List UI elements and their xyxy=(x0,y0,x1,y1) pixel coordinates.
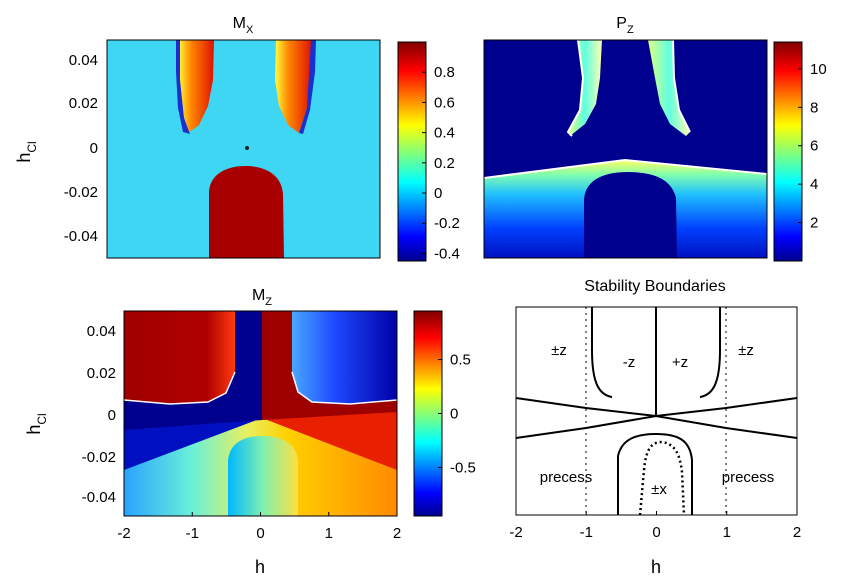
mz-ytick: 0.04 xyxy=(87,323,116,340)
mx-colorbar-tick-label: 0.8 xyxy=(434,64,455,81)
pz-colorbar-tick-label: 4 xyxy=(810,176,818,193)
mx-heatmap xyxy=(107,40,380,258)
region-label: precess xyxy=(722,469,775,486)
mx-colorbar-tick-label: -0.2 xyxy=(434,215,460,232)
mz-pocket xyxy=(228,436,298,516)
mz-colorbar-tick-label: -0.5 xyxy=(450,459,476,476)
stability-title: Stability Boundaries xyxy=(584,278,725,295)
mz-ytick: -0.02 xyxy=(82,449,116,466)
mz-ylabel: hCl xyxy=(24,413,49,434)
boundary-dome-dotted xyxy=(638,440,686,516)
mz-xaxis-tick-label: 1 xyxy=(325,525,333,542)
mx-ytick: 0 xyxy=(90,140,98,157)
mz-xaxis-tick-label: -2 xyxy=(117,525,130,542)
mx-ytick: -0.02 xyxy=(64,184,98,201)
stability-xaxis-tick-label: 2 xyxy=(793,524,801,541)
mx-panel: MX 0.04 0.02 0 -0.02 -0.04 hCl 0.8 0.6 0.4… xyxy=(14,15,460,262)
pz-fan xyxy=(484,160,767,258)
pz-colorbar: 10 8 6 4 2 xyxy=(773,41,827,262)
boundary-dome xyxy=(617,432,693,515)
stability-xaxis-tick-label: -2 xyxy=(509,524,522,541)
mx-colorbar-tick-label: 0 xyxy=(434,185,442,202)
mx-ytick: 0.04 xyxy=(69,52,98,69)
mx-title: MX xyxy=(233,15,254,36)
mx-colorbar-tick-label: 0.2 xyxy=(434,155,455,172)
stability-xaxis-tick-label: 1 xyxy=(723,524,731,541)
boundary-left-curve xyxy=(591,307,613,398)
mz-xaxis-tick-label: -1 xyxy=(186,525,199,542)
mx-colorbar-tick-label: 0.6 xyxy=(434,94,455,111)
pz-colorbar-tick-label: 2 xyxy=(810,215,818,232)
mz-red-top-left xyxy=(124,311,235,404)
mx-left-lobe xyxy=(178,40,214,133)
pz-panel: PZ 10 8 6 4 2 xyxy=(483,15,827,262)
region-label: ±z xyxy=(738,342,754,359)
mx-colorbar-tick-label: 0.4 xyxy=(434,125,455,142)
mz-heatmap xyxy=(124,311,397,516)
mz-ytick: 0.02 xyxy=(87,365,116,382)
region-label: +z xyxy=(672,354,688,371)
stability-xaxis-tick-label: -1 xyxy=(580,524,593,541)
mz-colorbar-tick-label: 0 xyxy=(450,406,458,423)
mx-bottom-dome xyxy=(209,166,284,258)
region-label: ±z xyxy=(551,342,567,359)
region-label: ±x xyxy=(651,481,667,498)
boundary-right-curve xyxy=(699,307,721,398)
region-label: -z xyxy=(623,354,636,371)
mz-ytick: -0.04 xyxy=(82,489,116,506)
mx-colorbar-tick-label: -0.4 xyxy=(434,245,460,262)
region-label: precess xyxy=(540,469,593,486)
mx-ytick: 0.02 xyxy=(69,95,98,112)
pz-title: PZ xyxy=(616,15,634,36)
stability-panel: Stability Boundaries -2 -1 0 1 2 ±z -z +z ±z… xyxy=(509,278,801,577)
mz-xlabel: h xyxy=(255,557,265,577)
mz-center-red xyxy=(262,311,397,420)
mx-right-lobe xyxy=(275,40,312,133)
stability-xaxis-tick-label: 0 xyxy=(652,524,660,541)
pz-colorbar-tick-label: 6 xyxy=(810,138,818,155)
mx-ylabel: hCl xyxy=(14,141,39,162)
mz-xaxis-tick-label: 2 xyxy=(393,525,401,542)
mz-title: MZ xyxy=(252,287,272,308)
mz-colorbar-tick-label: 0.5 xyxy=(450,352,471,369)
stability-xlabel: h xyxy=(651,557,661,577)
mz-blue-top-right xyxy=(292,311,397,404)
pz-colorbar-tick-label: 8 xyxy=(810,99,818,116)
mx-colorbar: 0.8 0.6 0.4 0.2 0 -0.2 -0.4 xyxy=(397,41,460,262)
mz-ytick: 0 xyxy=(108,407,116,424)
mz-xaxis-tick-label: 0 xyxy=(256,525,264,542)
mz-panel: MZ -2 -1 0 1 2 0.04 0.02 0 -0.02 -0.04 hCl h… xyxy=(24,287,476,577)
pz-colorbar-tick-label: 10 xyxy=(810,61,827,78)
pz-heatmap xyxy=(484,40,767,258)
mz-center-blue xyxy=(124,311,262,430)
pz-left-lobe xyxy=(568,40,602,136)
mz-colorbar: 0.5 0 -0.5 xyxy=(413,310,476,517)
mx-ytick: -0.04 xyxy=(64,228,98,245)
